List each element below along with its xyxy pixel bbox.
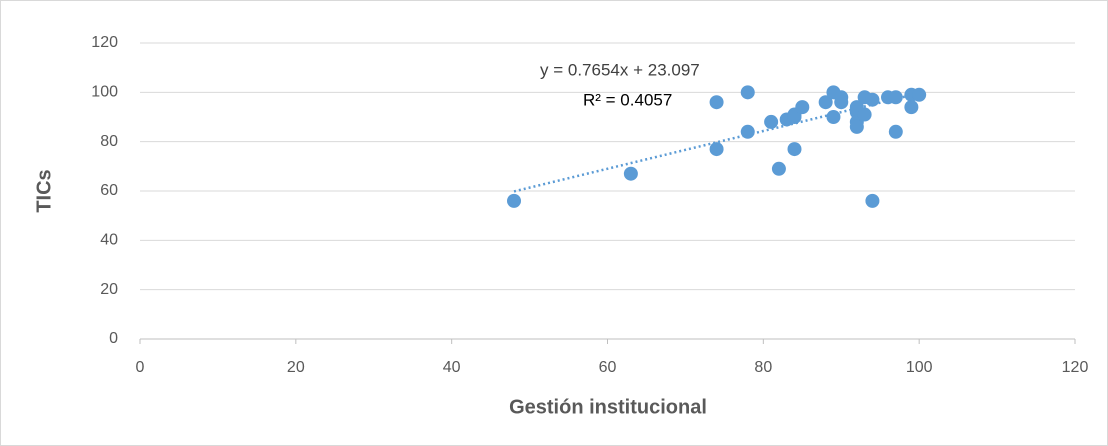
point [795, 100, 810, 115]
x-tick-label: 40 [443, 359, 461, 376]
y-tick-label: 40 [100, 232, 118, 249]
x-tick-label: 0 [136, 359, 145, 376]
x-axis-title: Gestión institucional [509, 396, 707, 418]
trendline-equation: y = 0.7654x + 23.097 [540, 60, 700, 79]
r-squared: R² = 0.4057 [583, 90, 672, 109]
point [740, 124, 755, 139]
point [787, 142, 802, 157]
y-axis-title: TICs [33, 169, 55, 212]
point [818, 95, 833, 110]
point [709, 142, 724, 157]
point [826, 110, 841, 124]
point [764, 114, 779, 129]
point [865, 92, 880, 107]
x-tick-label: 80 [754, 359, 772, 376]
point [904, 100, 919, 115]
y-tick-label: 0 [109, 330, 118, 347]
x-tick-label: 60 [599, 359, 617, 376]
y-tick-label: 80 [100, 133, 118, 150]
point [507, 193, 521, 208]
point [865, 193, 880, 208]
point [912, 87, 927, 102]
point [888, 124, 903, 139]
point [740, 85, 755, 100]
x-tick-label: 120 [1062, 359, 1089, 376]
x-tick-label: 20 [287, 359, 305, 376]
point [857, 107, 872, 122]
point [771, 161, 786, 176]
point [849, 119, 864, 134]
y-tick-label: 100 [91, 84, 118, 101]
y-tick-label: 60 [100, 182, 118, 199]
point [623, 166, 638, 181]
x-tick-label: 100 [906, 359, 933, 376]
y-tick-label: 20 [100, 281, 118, 298]
point [888, 90, 903, 105]
point [834, 95, 849, 110]
y-tick-label: 120 [91, 34, 118, 51]
point [709, 95, 724, 110]
